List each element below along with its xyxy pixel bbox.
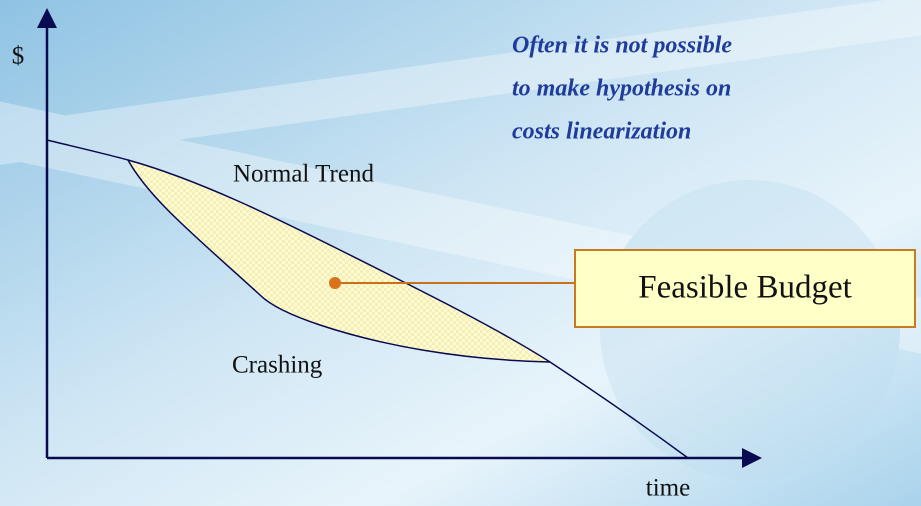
y-axis-label: $ — [12, 43, 25, 70]
note-line: costs linearization — [512, 119, 691, 145]
x-axis-label: time — [646, 475, 690, 502]
callout-label: Feasible Budget — [638, 270, 852, 306]
note-line: to make hypothesis on — [512, 76, 731, 102]
normal-trend-curve — [46, 139, 689, 459]
feasible-region — [128, 160, 550, 362]
note-line: Often it is not possible — [512, 33, 732, 59]
curve-label: Normal Trend — [233, 161, 374, 188]
connector-dot — [329, 277, 341, 289]
curve-label: Crashing — [232, 352, 323, 379]
crashing-curve — [127, 159, 551, 363]
callout-box — [574, 249, 916, 328]
